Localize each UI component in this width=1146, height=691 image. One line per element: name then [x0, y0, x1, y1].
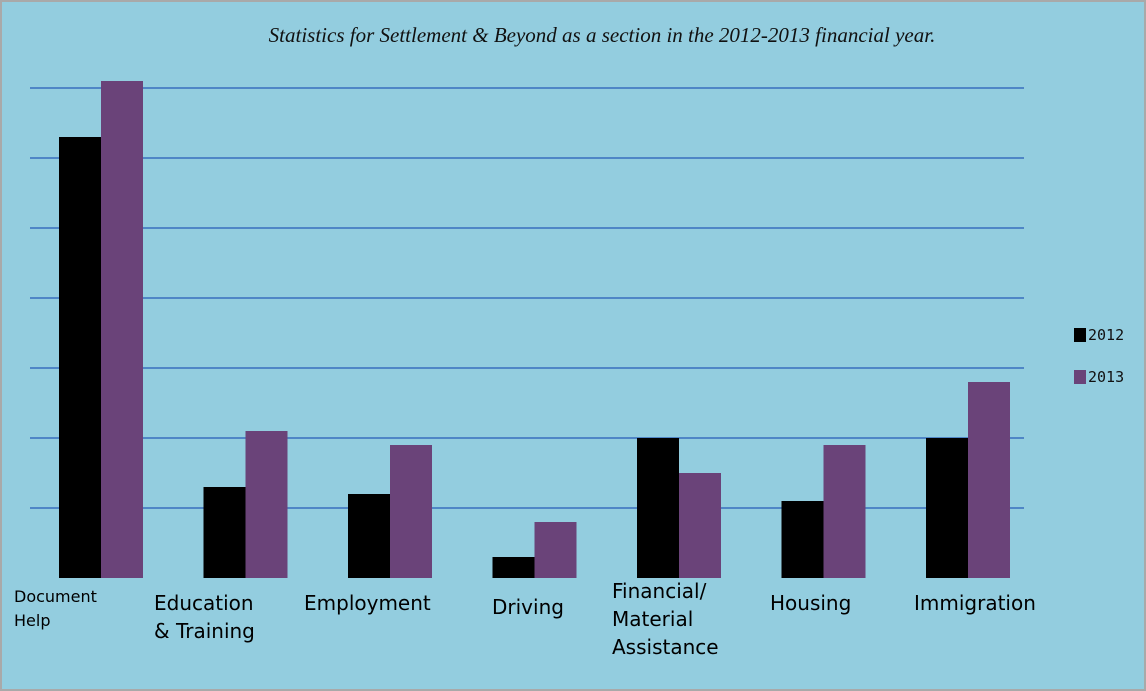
category-label-3: Employment: [304, 591, 431, 615]
bar-2013-7: [968, 382, 1010, 578]
bar-2012-4: [492, 557, 535, 578]
bar-2012-1: [59, 137, 101, 578]
chart-title: Statistics for Settlement & Beyond as a …: [269, 23, 936, 47]
legend-label-2012: 2012: [1088, 326, 1124, 344]
bar-2013-3: [390, 445, 432, 578]
category-labels: Document Help Education & Training Employmen…: [14, 579, 1036, 659]
bar-2013-1: [101, 81, 143, 578]
category-label-4: Driving: [492, 595, 564, 619]
bar-2012-3: [348, 494, 390, 578]
category-label-5: Financial/Material Assistance: [612, 579, 719, 659]
category-label-2: Education & Training: [154, 591, 255, 643]
legend-swatch-2012: [1074, 328, 1086, 342]
legend: 2012 2013: [1074, 326, 1124, 386]
bars: [59, 81, 1010, 578]
bar-2012-6: [781, 501, 824, 578]
bar-2013-5: [679, 473, 721, 578]
gridlines: [30, 87, 1024, 509]
bar-2013-2: [245, 431, 288, 578]
bar-2012-7: [926, 438, 968, 578]
legend-label-2013: 2013: [1088, 368, 1124, 386]
category-label-7: Immigration: [914, 591, 1036, 615]
bar-2012-2: [203, 487, 246, 578]
category-label-6: Housing: [770, 591, 851, 615]
bar-2012-5: [637, 438, 679, 578]
bar-2013-4: [534, 522, 577, 578]
bar-2013-6: [823, 445, 866, 578]
legend-swatch-2013: [1074, 370, 1086, 384]
category-label-1: Document Help: [14, 587, 97, 630]
